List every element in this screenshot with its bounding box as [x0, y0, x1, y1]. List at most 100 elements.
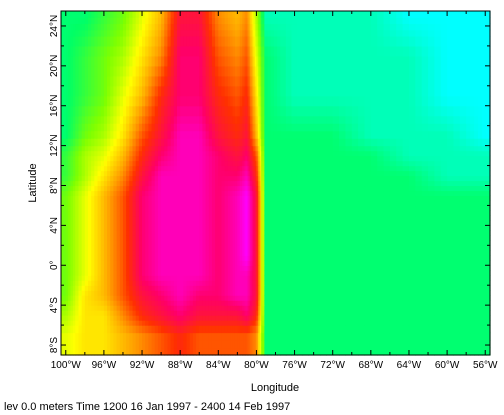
heatmap-cell: [154, 195, 159, 202]
heatmap-cell: [246, 23, 250, 31]
heatmap-cell: [176, 215, 181, 221]
heatmap-cell: [78, 265, 83, 271]
heatmap-cell: [227, 180, 231, 187]
heatmap-cell: [148, 235, 153, 241]
heatmap-cell: [119, 295, 124, 301]
heatmap-cell: [250, 138, 253, 147]
heatmap-cell: [97, 17, 102, 25]
heatmap-cell: [170, 85, 175, 97]
heatmap-cell: [61, 65, 64, 77]
heatmap-cell: [180, 270, 184, 276]
heatmap-cell: [151, 260, 156, 266]
heatmap-cell: [113, 280, 118, 286]
heatmap-cell: [273, 245, 278, 251]
heatmap-cell: [154, 170, 159, 177]
heatmap-cell: [296, 95, 304, 107]
heatmap-cell: [180, 95, 184, 107]
heatmap-cell: [84, 280, 89, 286]
heatmap-cell: [326, 195, 334, 202]
heatmap-cell: [170, 225, 175, 231]
heatmap-cell: [164, 215, 169, 221]
heatmap-cell: [230, 185, 234, 192]
heatmap-cell: [339, 250, 347, 256]
heatmap-cell: [100, 200, 105, 207]
heatmap-cell: [250, 170, 253, 177]
heatmap-cell: [302, 270, 309, 276]
heatmap-cell: [326, 95, 334, 107]
heatmap-cell: [224, 230, 229, 236]
heatmap-cell: [264, 115, 269, 124]
heatmap-cell: [258, 275, 261, 281]
heatmap-cell: [132, 11, 137, 18]
heatmap-cell: [126, 190, 130, 197]
heatmap-cell: [161, 17, 165, 25]
heatmap-cell: [100, 225, 105, 231]
heatmap-cell: [107, 155, 111, 162]
heatmap-cell: [245, 95, 248, 107]
heatmap-cell: [218, 23, 223, 31]
heatmap-cell: [264, 255, 269, 261]
heatmap-cell: [248, 295, 251, 301]
heatmap-cell: [308, 260, 315, 266]
heatmap-cell: [65, 138, 69, 147]
heatmap-cell: [68, 95, 72, 107]
heatmap-cell: [148, 205, 153, 212]
heatmap-cell: [221, 45, 226, 57]
heatmap-cell: [280, 235, 287, 241]
heatmap-cell: [302, 235, 309, 241]
heatmap-cell: [180, 250, 184, 256]
heatmap-cell: [253, 260, 256, 266]
heatmap-cell: [230, 210, 234, 217]
heatmap-cell: [65, 11, 69, 18]
heatmap-cell: [248, 320, 251, 326]
heatmap-cell: [237, 325, 241, 334]
heatmap-cell: [267, 95, 272, 107]
heatmap-cell: [110, 11, 115, 18]
heatmap-cell: [154, 225, 159, 231]
heatmap-cell: [248, 260, 251, 266]
heatmap-cell: [243, 35, 246, 47]
heatmap-cell: [122, 347, 127, 356]
heatmap-cell: [251, 315, 254, 321]
heatmap-cell: [254, 130, 258, 139]
heatmap-cell: [251, 105, 254, 117]
heatmap-cell: [142, 340, 146, 349]
heatmap-cell: [250, 315, 253, 321]
heatmap-cell: [138, 300, 143, 306]
heatmap-cell: [285, 115, 292, 124]
heatmap-cell: [277, 305, 281, 311]
heatmap-cell: [170, 240, 175, 246]
heatmap-cell: [205, 23, 210, 31]
heatmap-cell: [119, 75, 124, 87]
heatmap-cell: [308, 145, 315, 152]
heatmap-cell: [61, 290, 64, 296]
heatmap-cell: [116, 225, 121, 231]
heatmap-cell: [215, 285, 219, 291]
heatmap-cell: [227, 185, 231, 192]
heatmap-cell: [192, 240, 197, 246]
heatmap-cell: [234, 23, 238, 31]
heatmap-cell: [208, 347, 213, 356]
heatmap-cell: [302, 220, 309, 226]
heatmap-cell: [183, 17, 188, 25]
heatmap-cell: [61, 260, 64, 266]
heatmap-cell: [164, 55, 169, 67]
heatmap-cell: [91, 255, 95, 261]
heatmap-cell: [246, 160, 250, 167]
heatmap-cell: [280, 270, 287, 276]
heatmap-cell: [243, 105, 246, 117]
heatmap-cell: [205, 250, 210, 256]
heatmap-cell: [63, 17, 67, 25]
heatmap-cell: [332, 215, 340, 221]
heatmap-cell: [326, 270, 334, 276]
heatmap-cell: [145, 130, 149, 139]
heatmap-cell: [135, 29, 140, 37]
heatmap-cell: [285, 340, 292, 349]
heatmap-cell: [192, 200, 197, 207]
heatmap-cell: [68, 205, 72, 212]
heatmap-cell: [339, 270, 347, 276]
heatmap-cell: [259, 270, 262, 276]
heatmap-cell: [145, 340, 149, 349]
heatmap-cell: [256, 347, 259, 356]
heatmap-cell: [91, 320, 95, 326]
